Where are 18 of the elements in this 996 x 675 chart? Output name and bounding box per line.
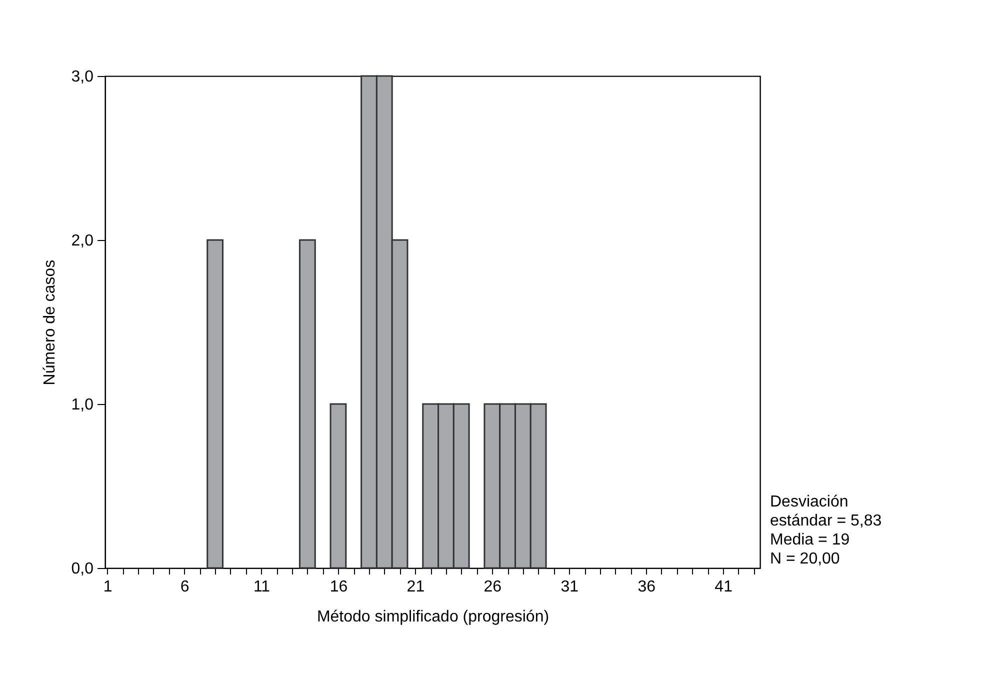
y-tick-label: 2,0 xyxy=(71,232,94,250)
x-tick-label: 31 xyxy=(560,578,579,596)
x-tick-label: 26 xyxy=(484,578,502,596)
x-tick-label: 1 xyxy=(103,578,112,596)
y-tick-label: 3,0 xyxy=(71,68,94,86)
x-axis-title: Método simplificado (progresión) xyxy=(316,608,550,626)
text: N = 20,00 xyxy=(770,550,840,568)
y-tick-label: 1,0 xyxy=(71,396,94,414)
text: Media = 19 xyxy=(770,532,850,548)
x-tick-label: 36 xyxy=(638,578,656,596)
text: Desviación estándar = 5,83 xyxy=(770,494,882,530)
x-tick-label: 6 xyxy=(180,578,190,596)
x-tick-label: 21 xyxy=(406,578,425,596)
y-tick-label: 0,0 xyxy=(71,560,94,578)
y-axis-title: Número de casos xyxy=(41,260,58,386)
x-tick-label: 41 xyxy=(714,578,733,596)
x-tick-label: 11 xyxy=(253,578,270,596)
x-tick-label: 16 xyxy=(330,578,348,596)
